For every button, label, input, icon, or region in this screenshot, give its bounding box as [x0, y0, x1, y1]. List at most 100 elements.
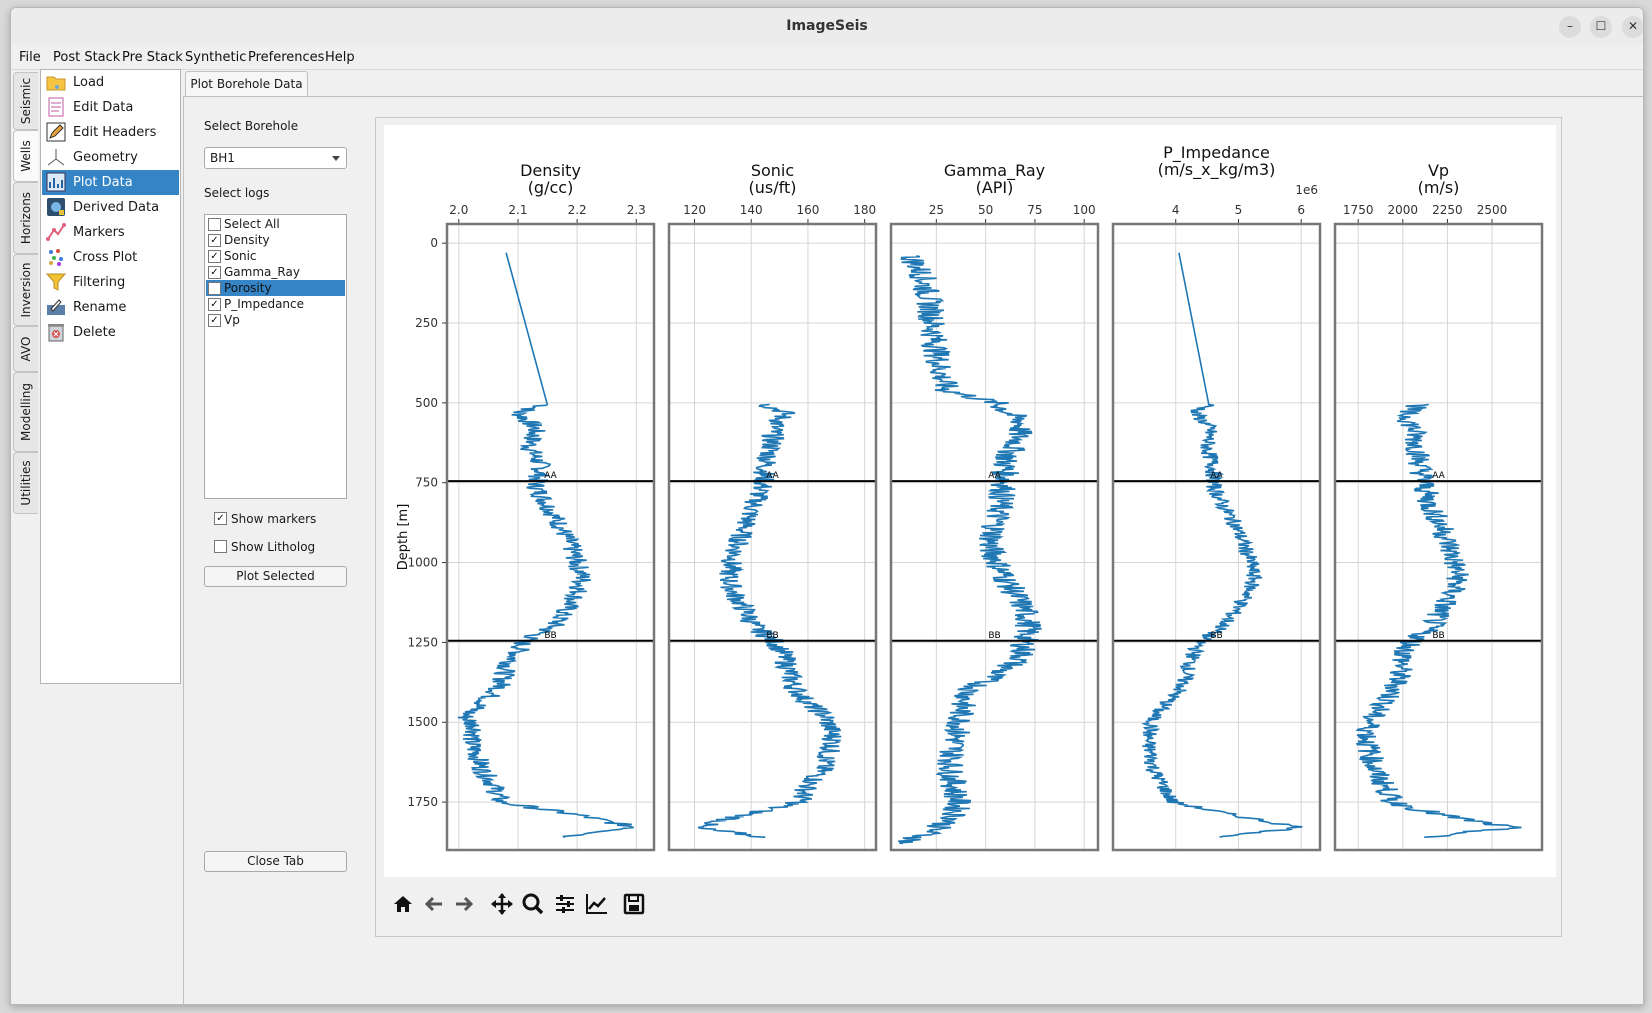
zoom-icon[interactable] — [520, 891, 546, 917]
x-tick-label: 4 — [1172, 203, 1180, 217]
track-frame-sonic — [667, 222, 878, 852]
tab-horizons-label: Horizons — [19, 191, 33, 245]
pan-icon[interactable] — [489, 891, 515, 917]
log-item-p-impedance[interactable]: ✓ P_Impedance — [206, 296, 345, 312]
log-item-sonic[interactable]: ✓ Sonic — [206, 248, 345, 264]
close-tab-button[interactable]: Close Tab — [204, 851, 347, 872]
maximize-button[interactable]: ☐ — [1590, 16, 1612, 38]
configure-icon[interactable] — [552, 891, 578, 917]
tab-modelling[interactable]: Modelling — [13, 372, 38, 452]
menu-synthetic[interactable]: Synthetic — [185, 50, 247, 65]
marker-label: AA — [544, 471, 557, 481]
x-tick-label: 160 — [796, 203, 819, 217]
title-bar: ImageSeis – ☐ ✕ — [11, 8, 1643, 46]
tab-wells[interactable]: Wells — [13, 130, 38, 182]
log-curve-sonic — [697, 403, 842, 838]
nav-item-filtering[interactable]: Filtering — [42, 270, 179, 295]
tab-utilities-label: Utilities — [19, 460, 33, 506]
menu-pre-stack[interactable]: Pre Stack — [122, 50, 183, 65]
log-item-label: Sonic — [224, 249, 257, 263]
trash-icon — [48, 324, 64, 342]
log-checkbox[interactable] — [208, 218, 221, 231]
nav-label-derived-data: Derived Data — [73, 200, 160, 215]
calculator-icon — [47, 198, 65, 216]
back-icon[interactable] — [421, 891, 447, 917]
menu-help[interactable]: Help — [325, 50, 355, 65]
nav-item-cross-plot[interactable]: Cross Plot — [42, 245, 179, 270]
show-litholog-label: Show Litholog — [231, 540, 316, 554]
tab-horizons[interactable]: Horizons — [13, 182, 38, 254]
menu-file[interactable]: File — [19, 50, 41, 65]
save-icon[interactable] — [621, 891, 647, 917]
nav-label-delete: Delete — [73, 325, 116, 340]
show-markers-box[interactable]: ✓ — [214, 512, 227, 525]
log-checkbox[interactable]: ✓ — [208, 250, 221, 263]
select-logs-label: Select logs — [204, 186, 270, 200]
menu-preferences[interactable]: Preferences — [248, 50, 325, 65]
log-item-label: Select All — [224, 217, 280, 231]
log-checkbox[interactable]: ✓ — [208, 234, 221, 247]
axes-edit-icon[interactable] — [584, 891, 610, 917]
log-checkbox[interactable]: ✓ — [208, 298, 221, 311]
show-litholog-box[interactable] — [214, 540, 227, 553]
x-tick-label: 6 — [1297, 203, 1305, 217]
track-unit: (us/ft) — [749, 178, 797, 197]
nav-item-geometry[interactable]: Geometry — [42, 145, 179, 170]
log-item-select-all[interactable]: Select All — [206, 216, 345, 232]
log-checkbox[interactable]: ✓ — [208, 314, 221, 327]
tab-utilities[interactable]: Utilities — [13, 452, 38, 514]
show-markers-label: Show markers — [231, 512, 317, 526]
nav-item-load[interactable]: Load — [42, 70, 179, 95]
marker-label: BB — [766, 631, 778, 641]
nav-item-derived-data[interactable]: Derived Data — [42, 195, 179, 220]
tab-modelling-label: Modelling — [19, 383, 33, 441]
window-title: ImageSeis — [786, 18, 868, 34]
track-unit: (m/s_x_kg/m3) — [1158, 160, 1276, 180]
tab-avo-label: AVO — [19, 336, 33, 362]
close-window-button[interactable]: ✕ — [1622, 16, 1643, 38]
log-item-vp[interactable]: ✓ Vp — [206, 312, 345, 328]
plot-area[interactable]: 0 250 500 750 1000 1250 1500 1750 Depth [m] 2.0 2.… — [384, 125, 1556, 877]
folder-icon — [46, 76, 66, 91]
track-title: Gamma_Ray — [944, 161, 1045, 181]
log-curve-p-impedance — [1140, 252, 1303, 838]
borehole-select[interactable]: BH1 — [204, 147, 347, 169]
log-item-density[interactable]: ✓ Density — [206, 232, 345, 248]
rename-icon — [47, 299, 65, 315]
log-item-gamma-ray[interactable]: ✓ Gamma_Ray — [206, 264, 345, 280]
log-item-label: Porosity — [224, 281, 272, 295]
depth-tick-label: 0 — [430, 236, 438, 250]
log-item-porosity[interactable]: Porosity — [206, 280, 345, 296]
nav-item-plot-data[interactable]: Plot Data — [42, 170, 179, 195]
nav-label-geometry: Geometry — [73, 150, 138, 165]
nav-item-delete[interactable]: Delete — [42, 320, 179, 345]
nav-label-markers: Markers — [73, 225, 125, 240]
tab-avo[interactable]: AVO — [13, 326, 38, 372]
nav-item-edit-data[interactable]: Edit Data — [42, 95, 179, 120]
nav-item-markers[interactable]: Markers — [42, 220, 179, 245]
minimize-button[interactable]: – — [1559, 16, 1581, 38]
tab-inversion[interactable]: Inversion — [13, 254, 38, 326]
nav-item-edit-headers[interactable]: Edit Headers — [42, 120, 179, 145]
x-tick-label: 1750 — [1343, 203, 1374, 217]
x-tick-label: 5 — [1235, 203, 1243, 217]
log-checkbox[interactable] — [208, 282, 221, 295]
track-title: Sonic — [751, 161, 794, 180]
depth-axis-label: Depth [m] — [396, 504, 411, 571]
menu-post-stack[interactable]: Post Stack — [53, 50, 121, 65]
tab-plot-borehole-data[interactable]: Plot Borehole Data — [185, 71, 308, 97]
plot-selected-button[interactable]: Plot Selected — [204, 566, 347, 587]
tab-seismic[interactable]: Seismic — [13, 72, 38, 130]
home-icon[interactable] — [390, 891, 416, 917]
borehole-log-chart[interactable]: 0 250 500 750 1000 1250 1500 1750 Depth [m] 2.0 2.… — [384, 125, 1556, 877]
nav-item-rename[interactable]: Rename — [42, 295, 179, 320]
x-tick-label: 50 — [978, 203, 993, 217]
chart-icon — [46, 172, 66, 192]
nav-label-rename: Rename — [73, 300, 127, 315]
log-checkbox[interactable]: ✓ — [208, 266, 221, 279]
depth-tick-label: 500 — [415, 396, 438, 410]
tab-wells-label: Wells — [19, 140, 33, 172]
plot-toolbar — [384, 891, 784, 921]
forward-icon[interactable] — [451, 891, 477, 917]
depth-tick-label: 750 — [415, 476, 438, 490]
